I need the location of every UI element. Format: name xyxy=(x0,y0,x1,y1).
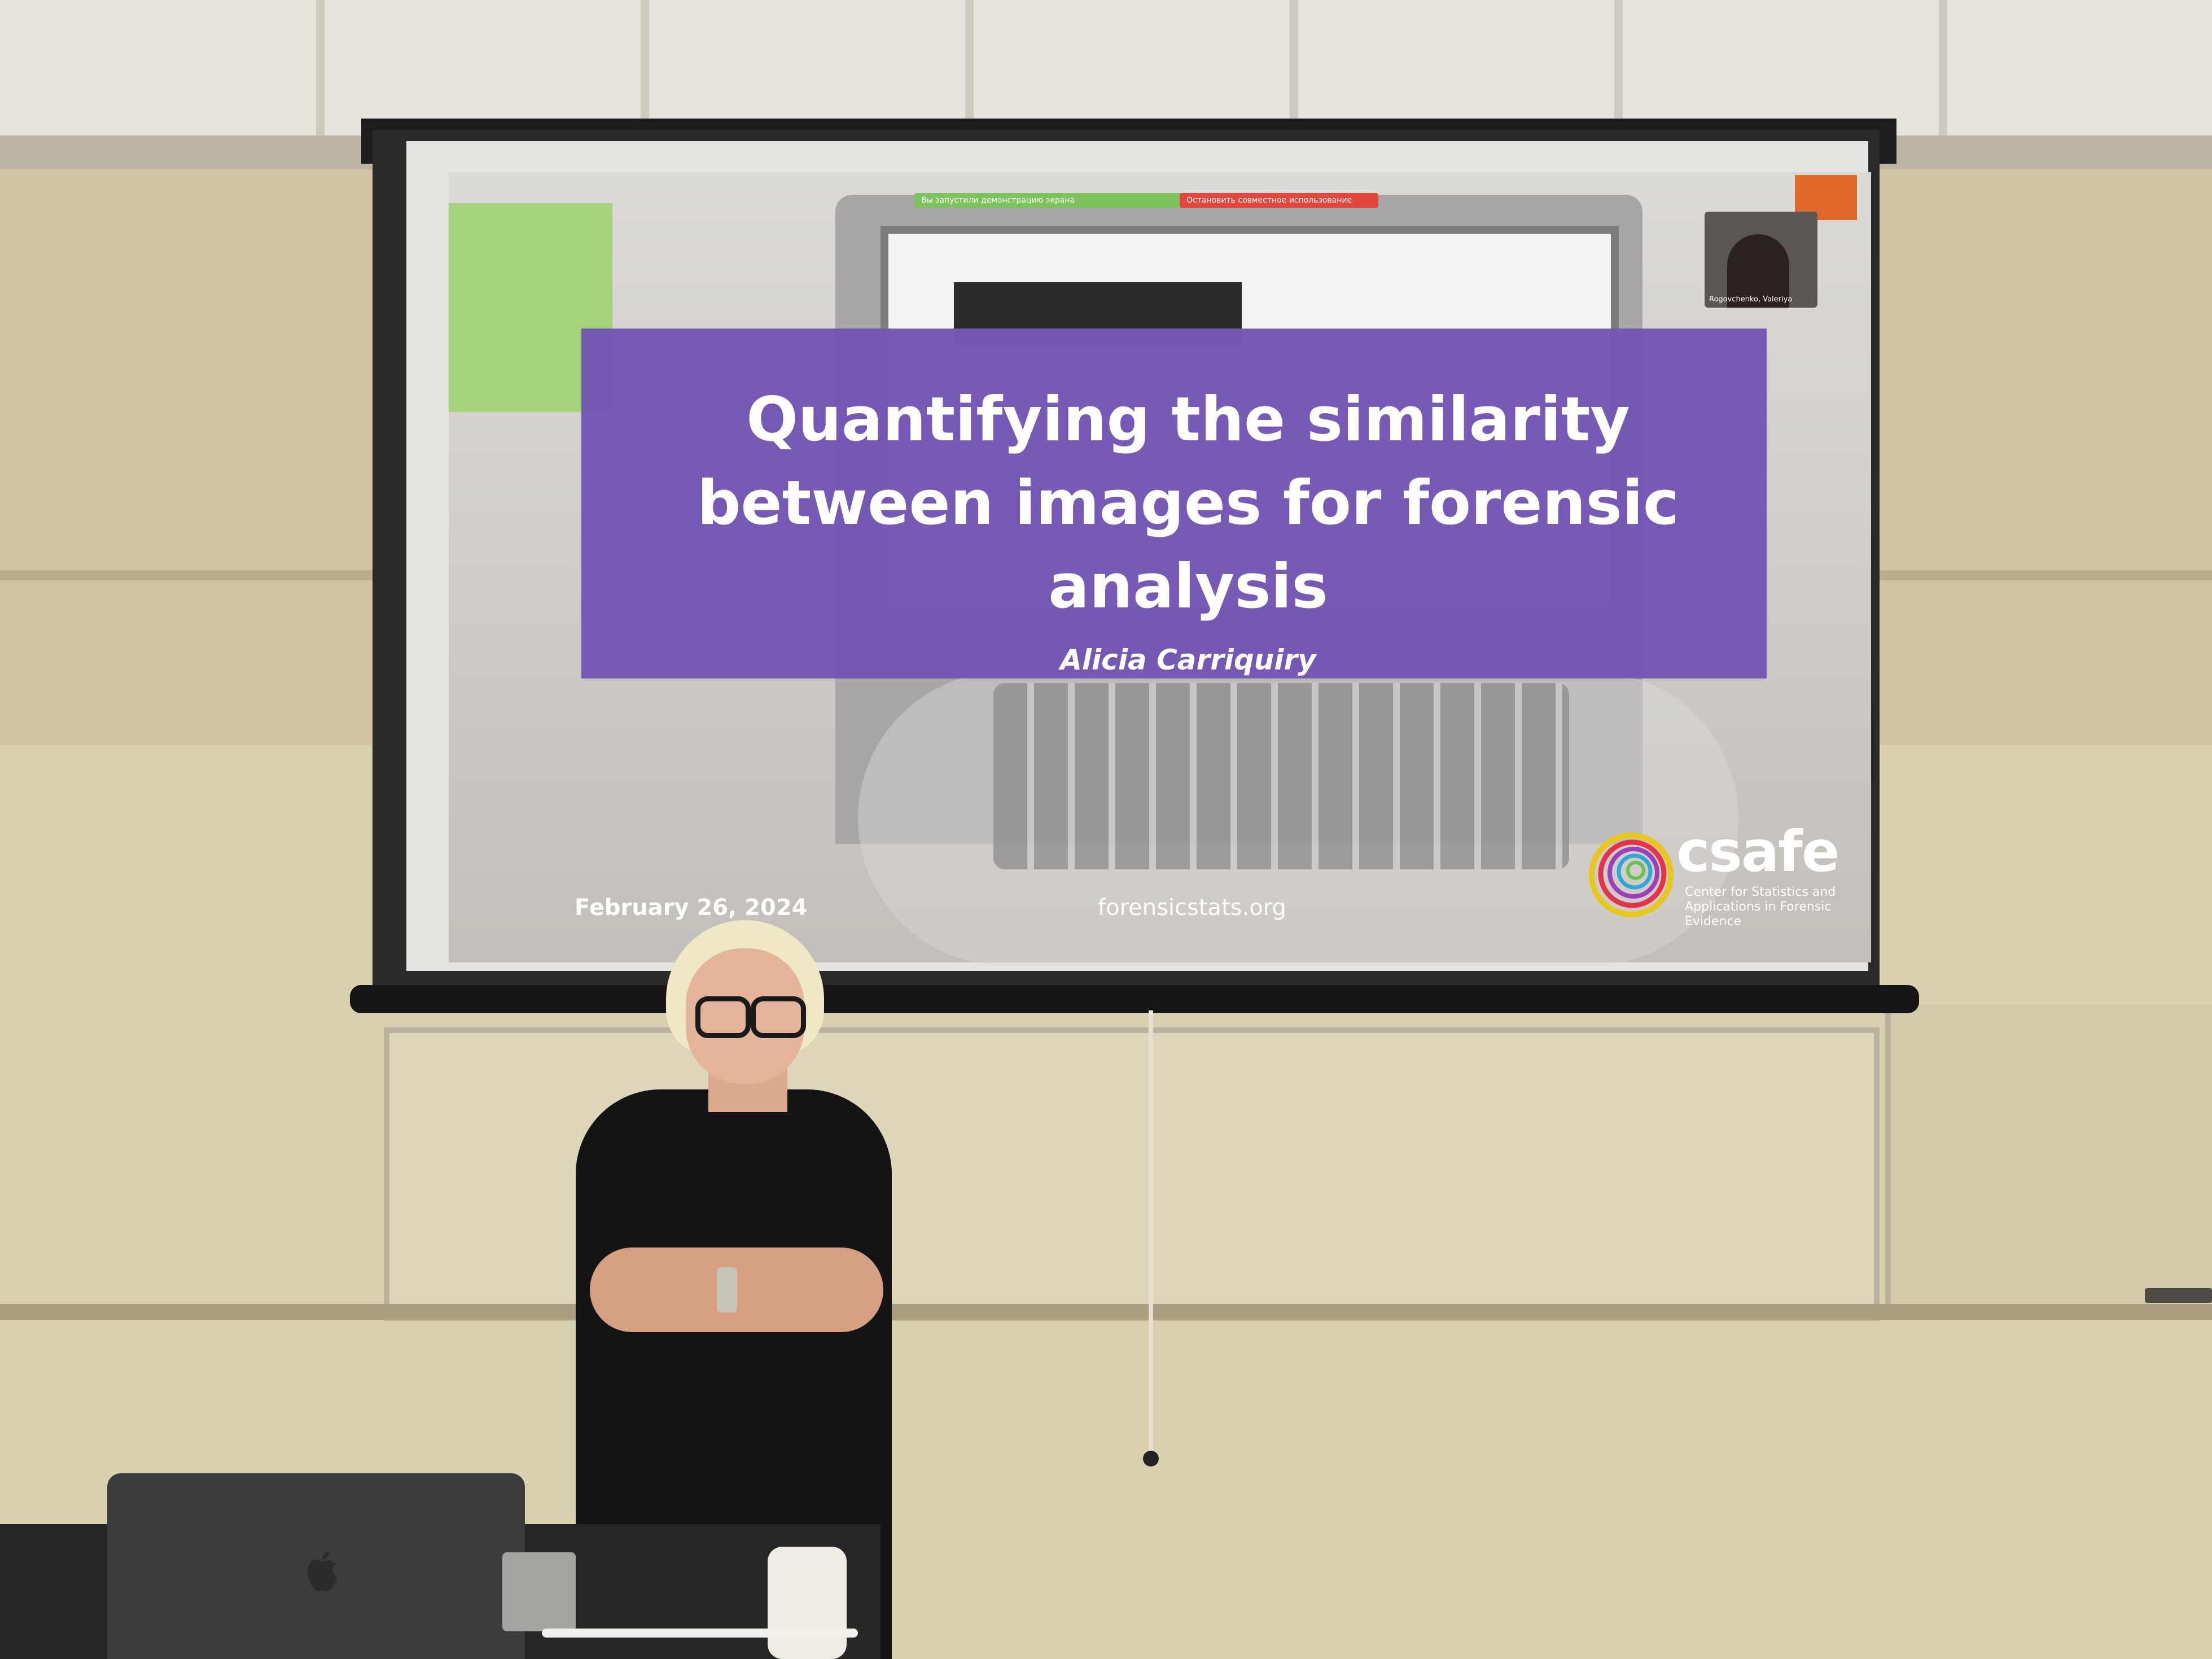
power-cable xyxy=(542,1629,858,1638)
pull-cord-knob xyxy=(1143,1451,1159,1467)
remote-control xyxy=(768,1547,847,1659)
slide-date: February 26, 2024 xyxy=(575,895,808,921)
presenter-face xyxy=(686,948,804,1084)
presenter-glasses-left xyxy=(695,996,751,1038)
laptop-keyboard-edge xyxy=(502,1552,576,1631)
apple-logo-icon xyxy=(308,1552,337,1592)
screen-bottom-bar xyxy=(350,985,1919,1013)
slide-author: Alicia Carriquiry xyxy=(1060,644,1316,676)
screen-pull-cord xyxy=(1149,1010,1153,1462)
slide-website: forensicstats.org xyxy=(1098,895,1286,921)
participant-video-tile: Rogovchenko, Valeriya xyxy=(1705,212,1817,308)
csafe-logo-icon xyxy=(1589,833,1674,917)
csafe-logo-name: csafe xyxy=(1676,818,1840,885)
slide-title: Quantifying the similarity between image… xyxy=(581,378,1795,629)
slide-title-line: Quantifying the similarity xyxy=(746,384,1630,455)
slide-title-line: between images for forensic xyxy=(697,468,1679,539)
participant-silhouette xyxy=(1727,234,1789,308)
presenter-glasses-right xyxy=(751,996,806,1038)
eraser xyxy=(2145,1288,2212,1303)
stop-sharing-button[interactable]: Остановить совместное использование xyxy=(1180,193,1378,208)
screen-share-status-bar[interactable]: Вы запустили демонстрацию экрана xyxy=(914,193,1186,208)
slide-background-keyboard xyxy=(993,683,1569,869)
participant-name: Rogovchenko, Valeriya xyxy=(1709,295,1793,304)
slide-title-line: analysis xyxy=(1048,551,1328,622)
csafe-logo-tagline: Center for Statistics and Applications i… xyxy=(1685,885,1836,929)
presenter-watch xyxy=(717,1267,737,1312)
whiteboard-right xyxy=(1885,1005,2212,1310)
slide-background-hands xyxy=(858,672,1738,965)
slide-title-band xyxy=(581,329,1767,679)
board-ledge xyxy=(0,1304,2212,1320)
